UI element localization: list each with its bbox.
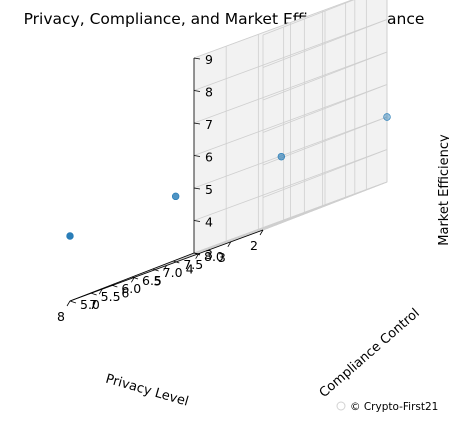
x-axis-label: Privacy Level [104,372,190,410]
z-axis-label: Market Efficiency [437,134,449,246]
x-tick-label: 5 [154,274,162,289]
x-tick-label: 6 [121,285,129,300]
watermark: © Crypto-First21 [336,401,438,413]
y-tick-mark [111,284,118,288]
grid-z-right [193,0,353,59]
z-tick-mark [193,122,201,125]
data-point [383,113,391,121]
data-point [171,192,180,201]
y-tick-label: 7.0 [163,265,183,280]
z-tick-label: 7 [205,117,213,132]
y-tick-label: 6.5 [142,273,162,288]
data-point [277,152,286,161]
y-tick-label: 6.0 [121,281,141,296]
z-tick-mark [193,187,201,190]
grid-z-left [262,0,355,36]
x-tick-label: 3 [218,250,226,265]
y-axis-label: Compliance Control [317,306,423,401]
grid-z-right [193,181,388,254]
x-tick-label: 7 [89,297,97,312]
y-tick-mark [69,300,77,304]
watermark-icon [336,401,346,411]
y-tick-label: 5.5 [101,289,121,304]
y-tick-label: 5.0 [80,297,100,312]
z-tick-mark [193,90,201,92]
data-points [66,113,391,240]
grid-z-right [193,19,388,91]
z-tick-mark [193,252,201,255]
y-tick-label: 7.5 [183,257,203,272]
x-tick-label: 2 [250,238,258,253]
grid-z-right [193,51,388,124]
x-tick-mark [259,229,264,236]
z-tick-label: 8 [205,85,213,100]
y-tick-mark [173,260,180,264]
x-tick-mark [227,241,232,248]
z-tick-label: 9 [205,52,213,67]
x-tick-mark [130,277,135,283]
grid-z-right [193,84,388,156]
x-tick-mark [98,288,103,295]
z-tick-mark [193,57,201,60]
y-tick-mark [90,292,97,296]
z-tick-mark [193,155,201,157]
grid-lines [66,0,388,307]
y-tick-mark [152,268,159,272]
z-tick-label: 6 [205,150,213,165]
x-tick-mark [66,300,71,307]
watermark-text: © Crypto-First21 [350,401,438,413]
x-tick-mark [163,265,167,271]
grid-z-right [193,116,388,189]
z-tick-label: 3 [205,247,213,262]
grid-z-right [193,149,388,221]
y-tick-label: 8.0 [204,249,224,264]
z-tick-label: 5 [205,182,213,197]
x-tick-label: 8 [57,309,65,324]
y-tick-mark [131,276,139,280]
z-tick-label: 4 [205,215,213,230]
data-point [66,232,74,240]
x-tick-label: 4 [186,262,194,277]
z-tick-mark [193,220,201,222]
